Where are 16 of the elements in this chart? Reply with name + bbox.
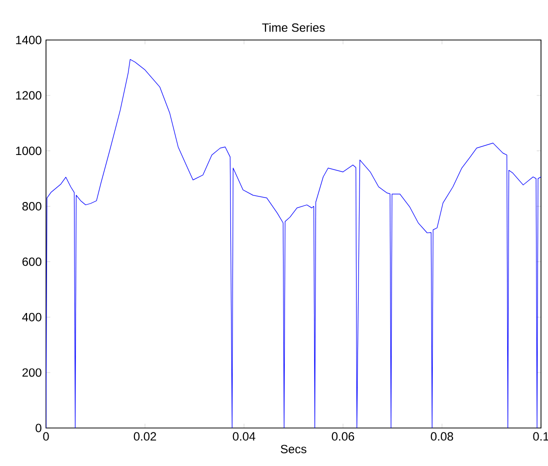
x-tick-label: 0.02 bbox=[134, 432, 156, 441]
y-tick-label: 1000 bbox=[16, 146, 42, 156]
y-tick-label: 1200 bbox=[16, 91, 42, 100]
x-tick-label: 0.08 bbox=[430, 432, 454, 441]
chart-title: Time Series bbox=[262, 23, 325, 32]
y-tick-label: 0 bbox=[36, 424, 42, 432]
y-tick-label: 600 bbox=[22, 257, 42, 266]
x-tick-label: 0.06 bbox=[332, 432, 354, 441]
x-tick-label: 0.04 bbox=[232, 432, 256, 441]
y-tick-label: 800 bbox=[22, 202, 42, 210]
x-axis-title: Secs bbox=[280, 444, 306, 454]
line-series bbox=[46, 59, 542, 428]
y-tick-label: 1400 bbox=[16, 36, 42, 44]
y-tick-label: 200 bbox=[22, 368, 42, 377]
x-tick-label: 0 bbox=[43, 432, 49, 441]
y-tick-label: 400 bbox=[22, 312, 42, 322]
